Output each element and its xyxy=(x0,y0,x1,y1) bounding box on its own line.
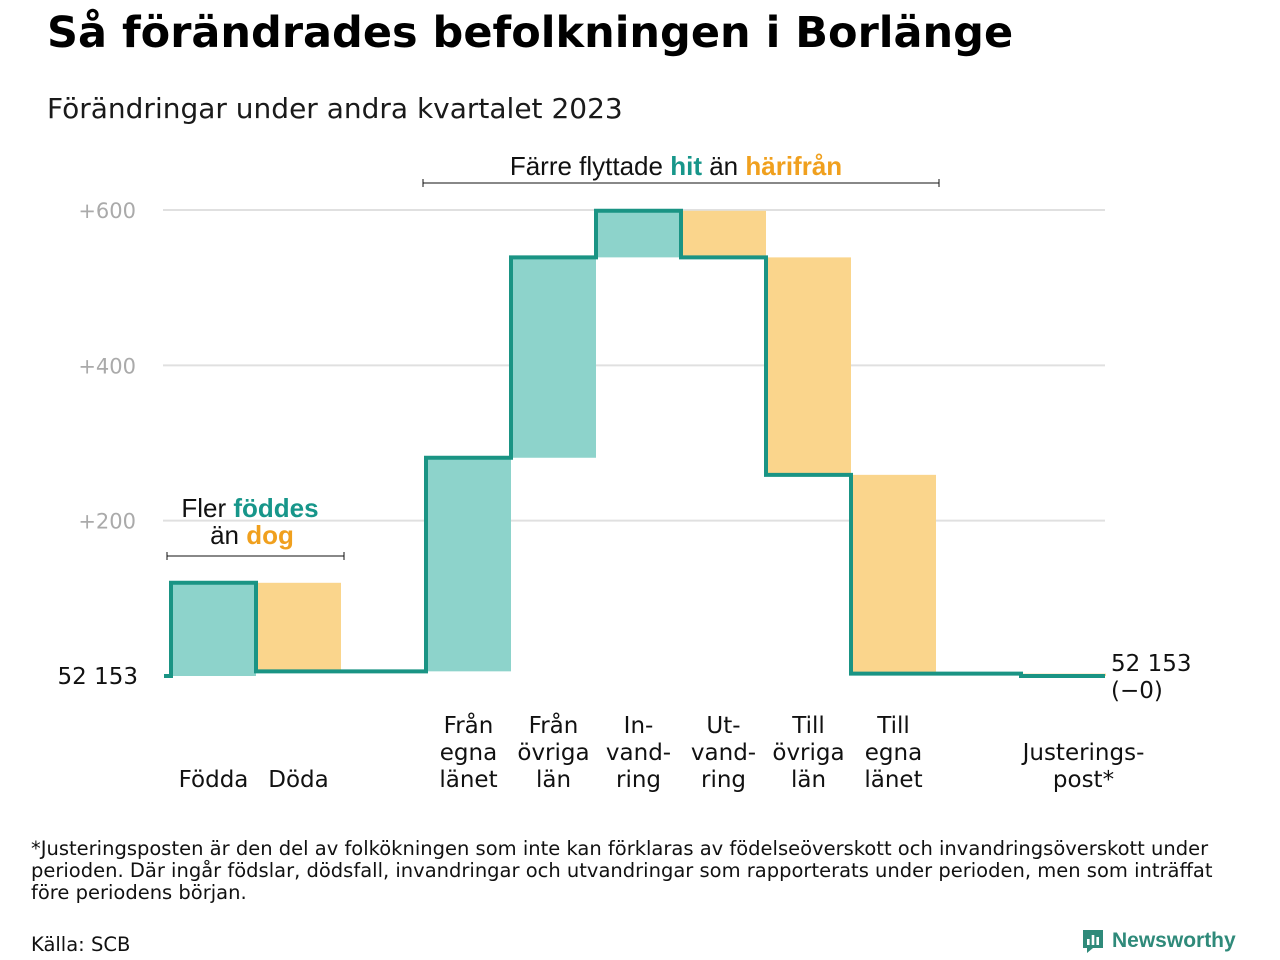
x-category-label: Till xyxy=(876,713,910,739)
x-category-label: Från xyxy=(529,711,579,739)
births-annotation-dog: dog xyxy=(246,520,294,550)
waterfall-bar xyxy=(256,582,341,672)
moves-annotation-middle: än xyxy=(702,151,745,181)
waterfall-bar xyxy=(511,257,596,458)
waterfall-bar xyxy=(766,257,851,475)
x-category-label: Födda xyxy=(179,767,249,793)
end-change-label: (−0) xyxy=(1111,678,1163,704)
chart-subtitle: Förändringar under andra kvartalet 2023 xyxy=(47,92,623,125)
waterfall-bar xyxy=(851,474,936,674)
x-category-label: Till xyxy=(791,713,825,739)
y-tick-label: +600 xyxy=(78,199,136,223)
x-category-label: Ut- xyxy=(706,713,740,739)
start-value-label: 52 153 xyxy=(58,664,138,690)
footnote: *Justeringsposten är den del av folkökni… xyxy=(31,837,1213,904)
end-value-label: 52 153 xyxy=(1111,651,1191,677)
newsworthy-icon xyxy=(1083,930,1103,953)
bars xyxy=(171,210,1106,676)
y-tick-label: +200 xyxy=(78,510,136,534)
x-category-label: Från xyxy=(444,711,494,739)
births-annotation: Fler föddes än dog xyxy=(166,493,345,560)
newsworthy-logo[interactable]: Newsworthy xyxy=(1080,928,1236,954)
step-line xyxy=(164,208,1105,678)
x-category-label: övriga xyxy=(517,740,589,766)
x-category-label: ring xyxy=(616,767,661,793)
moves-annotation-hit: hit xyxy=(670,151,702,181)
x-category-label: vand- xyxy=(606,740,671,766)
x-category-label: In- xyxy=(624,713,654,739)
x-category-label: egna xyxy=(440,740,497,766)
x-category-label: övriga xyxy=(772,740,844,766)
x-category-label: länet xyxy=(864,767,922,793)
cumulative-step-line xyxy=(164,208,1105,678)
svg-text:än dog: än dog xyxy=(210,520,294,550)
moves-annotation-prefix: Färre flyttade xyxy=(510,151,670,181)
waterfall-bar xyxy=(681,210,766,258)
svg-text:Fler föddes: Fler föddes xyxy=(181,493,318,523)
births-annotation-prefix: Fler xyxy=(181,493,233,523)
moves-annotation: Färre flyttade hit än härifrån xyxy=(422,151,940,187)
x-category-label: län xyxy=(536,767,571,793)
moves-annotation-harifran: härifrån xyxy=(745,151,842,181)
x-category-label: län xyxy=(791,767,826,793)
births-annotation-an: än xyxy=(210,520,246,550)
waterfall-bar xyxy=(171,582,256,676)
x-category-label: länet xyxy=(439,767,497,793)
x-category-label: vand- xyxy=(691,740,756,766)
chart-title: Så förändrades befolkningen i Borlänge xyxy=(47,8,1014,58)
waterfall-bar xyxy=(596,210,681,258)
source-label: Källa: SCB xyxy=(31,933,131,956)
x-category-label: egna xyxy=(865,740,922,766)
x-category-label: post* xyxy=(1053,767,1114,793)
x-category-label: ring xyxy=(701,767,746,793)
waterfall-bar xyxy=(426,457,511,672)
brand-name: Newsworthy xyxy=(1112,929,1236,952)
x-category-label: Justerings- xyxy=(1021,740,1145,766)
svg-text:Färre flyttade hit än härifrån: Färre flyttade hit än härifrån xyxy=(510,151,842,181)
births-annotation-foddes: föddes xyxy=(233,493,318,523)
y-tick-label: +400 xyxy=(78,354,136,378)
x-category-label: Döda xyxy=(268,767,328,793)
